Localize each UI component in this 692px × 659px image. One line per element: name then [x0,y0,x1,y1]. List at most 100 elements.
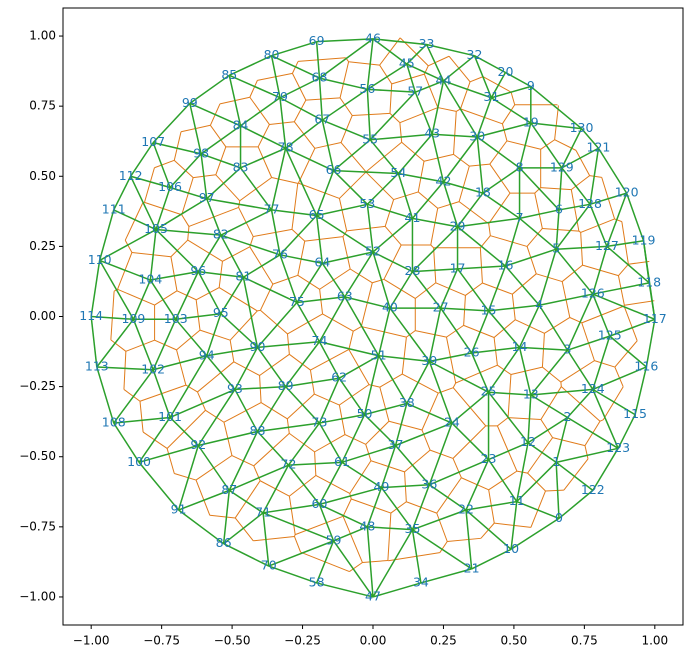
node-label: 41 [405,210,421,225]
mesh-edge [443,80,492,99]
mesh-edge [474,55,506,74]
node-label: 64 [314,255,330,270]
mesh-edge [406,402,453,424]
dual-edge [170,239,189,258]
mesh-edge [380,445,397,488]
mesh-edge [206,197,272,211]
mesh-edge [412,509,467,531]
mesh-edge [220,234,281,256]
mesh-edge [268,540,334,567]
mesh-edge [206,346,258,357]
mesh-edge [457,217,520,228]
dual-edge [293,536,302,553]
mesh-edge [220,276,245,315]
mesh-edge [394,445,430,486]
mesh-edge [505,71,532,88]
mesh-edge [279,97,323,121]
mesh-edge [510,501,518,550]
dual-edge [599,419,604,422]
dual-edge [269,121,295,125]
mesh-edge [372,251,391,309]
mesh-edge [287,464,321,505]
node-label: 22 [458,502,474,517]
dual-edge [176,349,187,386]
mesh-edge [256,386,287,432]
dual-edge [223,402,262,423]
mesh-edge [487,391,529,444]
mesh-edge [152,102,191,144]
dual-edge [295,515,344,536]
node-label: 75 [289,294,305,309]
x-tick-label: 0.75 [571,634,598,648]
dual-edge [253,228,293,238]
node-label: 48 [359,518,375,533]
dual-edge [387,513,392,561]
mesh-edge [428,307,442,362]
node-label: 4 [535,297,543,312]
mesh-edge [90,260,101,317]
dual-edge [259,283,274,311]
mesh-edge [372,582,422,598]
node-label: 16 [498,258,514,273]
dual-edge [488,223,491,236]
node-label: 103 [164,311,188,326]
mesh [90,38,656,598]
dual-edge [195,479,211,516]
mesh-edge [394,403,408,446]
node-label: 21 [464,560,480,575]
mesh-edge [316,582,374,598]
mesh-edge [516,461,557,503]
dual-edge [430,208,439,246]
dual-edge [181,214,190,227]
mesh-edge [510,517,560,550]
dual-edge [488,192,511,225]
node-label: 70 [261,558,277,573]
mesh-edge [530,388,593,396]
mesh-edge [589,148,600,205]
mesh-edge [406,63,416,93]
mesh-edge [555,209,560,250]
mesh-edge [177,445,199,511]
mesh-edge [487,265,507,312]
dual-edge [437,107,457,112]
mesh-edge [566,349,594,390]
mesh-edge [465,500,517,511]
mesh-edge [130,175,171,189]
node-label: 101 [158,409,182,424]
mesh-edge [428,484,467,511]
mesh-edge [333,139,371,172]
dual-edge [340,115,353,143]
node-label: 52 [365,243,381,258]
mesh-edge [220,313,258,348]
mesh-edge [279,215,318,256]
mesh-edge [287,422,321,466]
dual-edge [174,473,197,481]
mesh-edge [431,80,445,135]
mesh-edge [465,509,473,569]
mesh-edge [414,80,444,93]
dual-edge [339,97,353,116]
mesh-edge [240,125,286,149]
mesh-edge [130,142,154,177]
dual-edge [421,392,439,431]
dual-edge [602,386,624,421]
dual-edge [540,419,554,438]
mesh-edge [341,414,366,463]
node-labels: 0123456789101112131415161718192021222324… [79,30,666,603]
mesh-edge [519,346,568,351]
mesh-edge [597,147,628,194]
node-label: 33 [419,36,435,51]
dual-edge [552,437,586,447]
mesh-edge [527,416,568,444]
y-tick-label: −1.00 [19,589,56,603]
mesh-edge [519,217,557,250]
dual-edge [463,295,466,326]
mesh-edge [206,355,236,390]
mesh-edge [284,147,318,216]
mesh-edge [152,142,171,188]
mesh-edge [318,296,346,343]
dual-edge [353,326,362,332]
y-tick-label: −0.75 [19,519,56,533]
dual-edge [435,282,466,296]
mesh-edge [395,422,453,447]
